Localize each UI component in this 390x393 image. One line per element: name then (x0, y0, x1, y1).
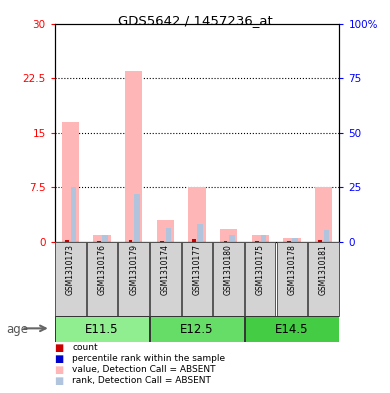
Bar (129, 240, 133, 242)
Text: GDS5642 / 1457236_at: GDS5642 / 1457236_at (118, 14, 272, 27)
Bar (255, 241, 259, 242)
Bar (318, 239, 322, 242)
Bar (252, 235, 269, 242)
FancyBboxPatch shape (245, 316, 339, 342)
Bar (102, 235, 108, 242)
FancyBboxPatch shape (55, 242, 85, 316)
Bar (324, 230, 330, 242)
Bar (93, 235, 111, 242)
Bar (134, 194, 140, 242)
Bar (192, 239, 196, 242)
Text: ■: ■ (55, 354, 64, 364)
Bar (292, 239, 298, 242)
Text: GSM1310180: GSM1310180 (224, 244, 233, 295)
Bar (223, 241, 227, 242)
FancyBboxPatch shape (277, 242, 307, 316)
Bar (287, 241, 291, 242)
Bar (62, 122, 79, 242)
Text: E14.5: E14.5 (275, 323, 308, 336)
Text: GSM1310173: GSM1310173 (66, 244, 75, 295)
FancyBboxPatch shape (150, 242, 181, 316)
Text: age: age (6, 323, 28, 336)
Bar (283, 238, 301, 242)
FancyBboxPatch shape (55, 316, 149, 342)
FancyBboxPatch shape (308, 242, 339, 316)
Text: rank, Detection Call = ABSENT: rank, Detection Call = ABSENT (72, 376, 211, 385)
Bar (71, 187, 76, 242)
Text: percentile rank within the sample: percentile rank within the sample (72, 354, 225, 363)
Text: ■: ■ (55, 376, 64, 386)
FancyBboxPatch shape (182, 242, 212, 316)
Text: GSM1310175: GSM1310175 (256, 244, 265, 295)
Bar (125, 71, 142, 242)
Bar (229, 235, 235, 242)
Text: ■: ■ (55, 365, 64, 375)
Bar (261, 235, 266, 242)
FancyBboxPatch shape (213, 242, 244, 316)
Bar (197, 224, 203, 242)
Text: GSM1310181: GSM1310181 (319, 244, 328, 295)
Text: value, Detection Call = ABSENT: value, Detection Call = ABSENT (72, 365, 216, 374)
FancyBboxPatch shape (245, 242, 275, 316)
Text: E11.5: E11.5 (85, 323, 119, 336)
Text: count: count (72, 343, 98, 352)
Bar (160, 241, 164, 242)
Bar (97, 241, 101, 242)
Text: GSM1310174: GSM1310174 (161, 244, 170, 295)
Text: GSM1310177: GSM1310177 (192, 244, 202, 295)
Text: GSM1310176: GSM1310176 (98, 244, 106, 295)
Bar (220, 230, 237, 242)
Text: E12.5: E12.5 (180, 323, 214, 336)
FancyBboxPatch shape (87, 242, 117, 316)
Bar (166, 228, 171, 242)
Text: GSM1310178: GSM1310178 (287, 244, 296, 295)
FancyBboxPatch shape (150, 316, 244, 342)
Bar (157, 220, 174, 242)
Bar (188, 187, 206, 242)
Bar (66, 239, 69, 242)
Bar (315, 187, 332, 242)
Text: ■: ■ (55, 343, 64, 353)
FancyBboxPatch shape (119, 242, 149, 316)
Text: GSM1310179: GSM1310179 (129, 244, 138, 295)
